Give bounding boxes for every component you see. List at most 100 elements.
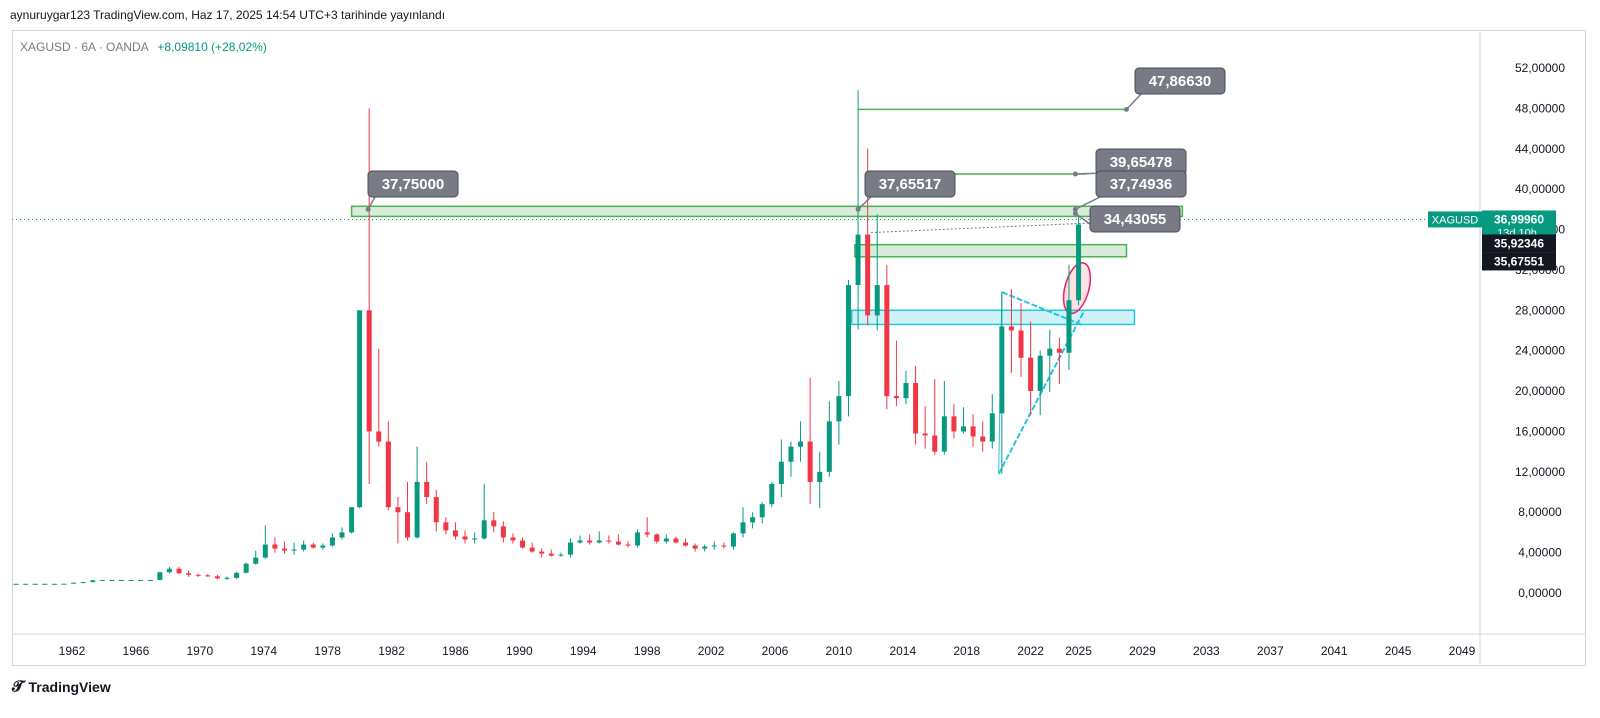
zones-layer xyxy=(350,205,1184,326)
candle-body xyxy=(836,396,842,422)
candle-body xyxy=(310,544,316,548)
candle-body xyxy=(932,435,938,452)
candle-body xyxy=(980,436,986,442)
candle-body xyxy=(893,396,899,399)
candle-body xyxy=(817,471,823,482)
candle-body xyxy=(855,234,861,286)
candle-body xyxy=(941,416,947,452)
y-tick-label: 4,00000 xyxy=(1518,546,1562,560)
axis-price-tag-text: 35,67551 xyxy=(1494,254,1544,268)
x-tick-label: 2006 xyxy=(762,644,789,658)
candle-body xyxy=(349,507,355,533)
candle-body xyxy=(884,285,890,397)
candle-body xyxy=(462,536,468,540)
zone-green xyxy=(350,205,1184,218)
candle-body xyxy=(32,583,38,585)
candle-body xyxy=(234,572,240,578)
candle-body xyxy=(548,553,554,556)
candle-body xyxy=(224,577,230,579)
candle-body xyxy=(243,563,249,573)
callout-anchor xyxy=(855,206,861,212)
candle-body xyxy=(1018,330,1024,358)
candle-body xyxy=(301,544,307,550)
candle-body xyxy=(702,546,708,549)
y-tick-label: 12,00000 xyxy=(1515,465,1565,479)
candle-body xyxy=(577,540,583,543)
callout-anchor xyxy=(1072,171,1078,177)
axis-price-tag-text: 35,92346 xyxy=(1494,236,1544,250)
candle-body xyxy=(989,413,995,442)
candle-body xyxy=(166,568,172,573)
candle-body xyxy=(119,579,125,581)
candle-body xyxy=(520,540,526,548)
candle-body xyxy=(433,497,439,523)
candle-body xyxy=(730,533,736,547)
callout-box xyxy=(1134,67,1226,95)
y-tick-label: 44,00000 xyxy=(1515,142,1565,156)
x-tick-label: 2037 xyxy=(1257,644,1284,658)
x-tick-label: 2045 xyxy=(1385,644,1412,658)
candle-body xyxy=(865,234,871,316)
candle-body xyxy=(913,383,919,434)
candle-body xyxy=(606,540,612,542)
candle-body xyxy=(644,532,650,535)
candle-body xyxy=(42,583,48,585)
candle-body xyxy=(759,504,765,518)
candle-body xyxy=(683,542,689,546)
axis-price-tag xyxy=(1482,234,1556,253)
candle-body xyxy=(673,538,679,543)
candle-body xyxy=(558,554,564,556)
callout-box xyxy=(1095,170,1187,198)
callout-anchor xyxy=(1072,210,1078,216)
candle-body xyxy=(1076,224,1082,301)
x-tick-label: 1986 xyxy=(442,644,469,658)
candle-body xyxy=(357,310,363,508)
candle-body xyxy=(385,441,391,508)
candle-body xyxy=(500,526,506,538)
candle-body xyxy=(71,582,77,584)
x-tick-label: 1982 xyxy=(378,644,405,658)
callout-pointer xyxy=(1125,91,1144,110)
candle-body xyxy=(1028,357,1034,392)
candle-body xyxy=(635,532,641,546)
candle-body xyxy=(654,534,660,542)
x-tick-label: 2010 xyxy=(826,644,853,658)
candle-body xyxy=(826,421,832,472)
callout-anchor xyxy=(1072,206,1078,212)
tradingview-logo[interactable]: 𝓣 TradingView xyxy=(12,678,111,695)
candle-body xyxy=(692,545,698,549)
published-caption: aynuruygar123 TradingView.com, Haz 17, 2… xyxy=(10,8,446,22)
candle-body xyxy=(1066,300,1072,353)
candle-body xyxy=(769,483,775,505)
y-tick-label: 52,00000 xyxy=(1515,61,1565,75)
x-tick-label: 1990 xyxy=(506,644,533,658)
x-tick-label: 2022 xyxy=(1017,644,1044,658)
candle-body xyxy=(999,326,1005,414)
callout-box xyxy=(367,170,459,198)
tradingview-brand: TradingView xyxy=(28,678,111,695)
candle-body xyxy=(281,548,287,551)
candle-body xyxy=(663,538,669,542)
projection-line xyxy=(870,220,1127,234)
candle-body xyxy=(339,532,345,538)
candle-body xyxy=(128,579,134,581)
candle-body xyxy=(262,544,268,558)
candle-body xyxy=(510,537,516,541)
candle-body xyxy=(109,579,115,581)
y-tick-label: 40,00000 xyxy=(1515,182,1565,196)
x-tick-label: 2041 xyxy=(1321,644,1348,658)
x-tick-label: 2002 xyxy=(698,644,725,658)
x-tick-label: 1994 xyxy=(570,644,597,658)
candle-body xyxy=(13,583,19,585)
callout-text: 37,75000 xyxy=(382,176,445,193)
x-tick-label: 2025 xyxy=(1065,644,1092,658)
candle-body xyxy=(1056,348,1062,353)
candle-body xyxy=(1037,355,1043,392)
candle-body xyxy=(138,579,144,581)
y-tick-label: 48,00000 xyxy=(1515,101,1565,115)
candle-body xyxy=(366,310,372,432)
x-tick-label: 1998 xyxy=(634,644,661,658)
y-tick-label: 20,00000 xyxy=(1515,384,1565,398)
y-tick-label: 0,00000 xyxy=(1518,586,1562,600)
